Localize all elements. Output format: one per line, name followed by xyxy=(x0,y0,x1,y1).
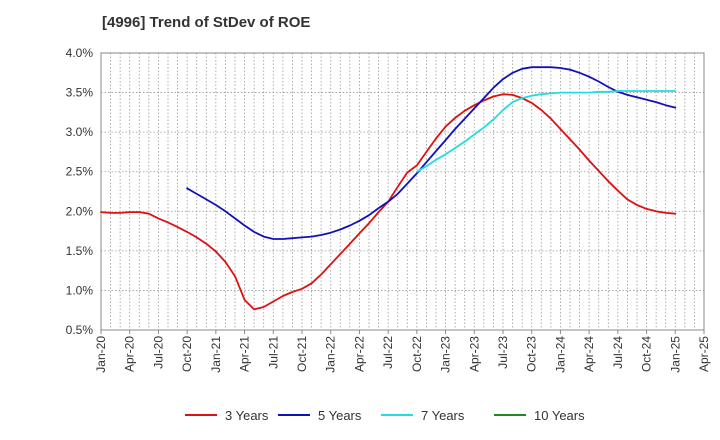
legend-label-7-years: 7 Years xyxy=(421,408,465,423)
x-tick-label: Jul-24 xyxy=(611,336,625,369)
legend-layer: 3 Years 5 Years 7 Years 10 Years xyxy=(185,408,585,423)
x-tick-label: Jan-24 xyxy=(553,336,567,373)
y-tick-label: 4.0% xyxy=(66,46,94,60)
y-tick-label: 1.5% xyxy=(66,244,94,258)
x-tick-label: Apr-23 xyxy=(467,336,481,372)
x-tick-label: Jul-21 xyxy=(266,336,280,369)
x-tick-label: Oct-21 xyxy=(295,336,309,372)
x-tick-label: Apr-24 xyxy=(582,336,596,372)
y-tick-label: 2.5% xyxy=(66,165,94,179)
x-tick-label: Jan-22 xyxy=(324,336,338,373)
x-tick-label: Jul-23 xyxy=(496,336,510,369)
y-tick-label: 3.5% xyxy=(66,86,94,100)
x-tick-label: Oct-23 xyxy=(525,336,539,372)
y-tick-label: 3.0% xyxy=(66,125,94,139)
x-tick-label: Oct-24 xyxy=(640,336,654,372)
y-tick-label: 2.0% xyxy=(66,204,94,218)
x-tick-label: Jan-20 xyxy=(94,336,108,373)
x-tick-label: Jul-20 xyxy=(151,336,165,369)
x-tick-label: Jul-22 xyxy=(381,336,395,369)
y-tick-label: 1.0% xyxy=(66,283,94,297)
legend-label-10-years: 10 Years xyxy=(534,408,585,423)
series-line-5-years xyxy=(186,66,677,240)
x-tick-label: Apr-21 xyxy=(238,336,252,372)
series-line-7-years xyxy=(415,90,677,173)
x-tick-label: Apr-20 xyxy=(123,336,137,372)
x-tick-label: Oct-20 xyxy=(180,336,194,372)
axis-layer: 0.5% 1.0% 1.5% 2.0% 2.5% 3.0% 3.5% 4.0% Jan-20 Ap… xyxy=(66,46,711,373)
legend-label-5-years: 5 Years xyxy=(318,408,362,423)
legend-label-3-years: 3 Years xyxy=(225,408,269,423)
x-tick-label: Apr-22 xyxy=(352,336,366,372)
y-tick-label: 0.5% xyxy=(66,323,94,337)
plot-frame xyxy=(100,52,705,331)
x-tick-label: Apr-25 xyxy=(697,336,711,372)
x-tick-label: Jan-25 xyxy=(668,336,682,373)
x-tick-label: Oct-22 xyxy=(410,336,424,372)
chart-title: [4996] Trend of StDev of ROE xyxy=(102,14,311,31)
x-tick-label: Jan-21 xyxy=(209,336,223,373)
x-tick-label: Jan-23 xyxy=(439,336,453,373)
series-layer xyxy=(100,66,677,311)
